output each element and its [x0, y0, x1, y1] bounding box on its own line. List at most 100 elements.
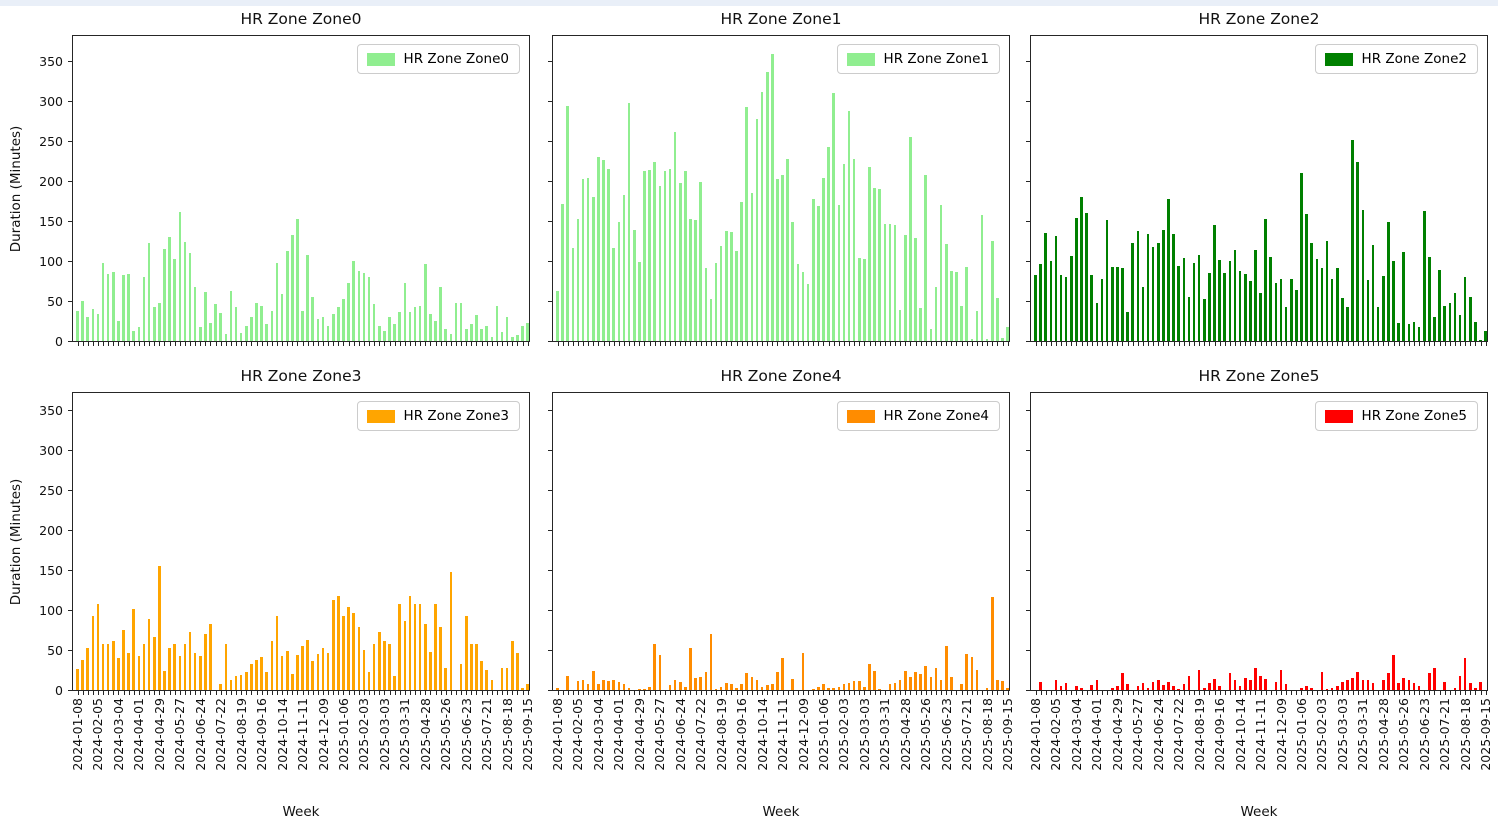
- bar-week-77: [470, 324, 473, 341]
- x-tick-label: 2025-01-06: [815, 698, 831, 771]
- bar-week-53: [827, 688, 830, 690]
- x-tick-mark: [1112, 691, 1114, 695]
- bar-week-58: [372, 643, 376, 690]
- x-tick-mark: [1076, 691, 1078, 695]
- bar-week-67: [418, 603, 422, 690]
- x-tick-label: 2024-01-08: [1028, 698, 1043, 771]
- bar-week-15: [152, 637, 156, 690]
- x-tick-mark: [772, 342, 774, 346]
- bar-week-54: [352, 613, 355, 690]
- bar-week-30: [709, 634, 713, 690]
- bar-week-66: [893, 225, 897, 341]
- bar-week-10: [127, 653, 130, 690]
- bar-week-70: [914, 672, 917, 690]
- x-tick-label: 2025-05-26: [438, 698, 454, 771]
- x-tick-mark: [527, 691, 529, 695]
- x-tick-mark: [705, 342, 707, 346]
- bar-week-62: [393, 324, 396, 341]
- legend-label-zone5: HR Zone Zone5: [1361, 408, 1467, 424]
- x-tick-mark: [195, 691, 197, 695]
- bar-week-82: [1453, 293, 1457, 341]
- bar-week-21: [1141, 287, 1145, 341]
- bar-week-17: [643, 171, 646, 341]
- bar-week-45: [1264, 218, 1267, 341]
- x-tick-mark: [496, 342, 498, 346]
- panel-zone5: HR Zone Zone5 HR Zone Zone5 Week 2024-01…: [1026, 367, 1493, 820]
- x-tick-label: 2025-03-31: [877, 698, 893, 771]
- x-tick-label: 2024-05-27: [1130, 698, 1146, 771]
- x-tick-mark: [889, 691, 891, 695]
- x-tick-mark: [1158, 691, 1160, 695]
- bar-week-32: [239, 333, 243, 341]
- x-tick-mark: [1475, 342, 1477, 346]
- bar-week-47: [316, 654, 320, 690]
- bar-week-64: [883, 224, 887, 341]
- bar-week-22: [188, 253, 192, 341]
- bar-week-56: [842, 164, 846, 341]
- bar-week-61: [388, 317, 391, 341]
- bar-week-9: [602, 160, 605, 341]
- x-tick-mark: [200, 342, 202, 346]
- x-tick-mark: [1214, 342, 1216, 346]
- bar-week-60: [863, 686, 866, 690]
- x-tick-mark: [266, 691, 268, 695]
- y-tick-mark: [548, 449, 552, 451]
- bar-week-84: [505, 317, 509, 341]
- bar-week-55: [837, 205, 841, 341]
- bar-week-80: [485, 670, 488, 690]
- x-tick-mark: [705, 691, 707, 695]
- x-tick-mark: [363, 342, 365, 346]
- x-tick-mark: [374, 342, 376, 346]
- bar-week-58: [852, 158, 856, 341]
- bar-week-62: [873, 188, 876, 341]
- x-tick-mark: [1142, 691, 1144, 695]
- bar-week-19: [1131, 242, 1134, 341]
- x-tick-mark: [1419, 691, 1421, 695]
- x-tick-mark: [1229, 691, 1231, 695]
- bar-week-28: [219, 683, 222, 690]
- bar-week-55: [357, 626, 361, 690]
- x-tick-mark: [997, 691, 999, 695]
- bar-week-56: [362, 273, 366, 341]
- bar-week-59: [377, 631, 381, 690]
- x-tick-mark: [936, 342, 937, 346]
- x-tick-mark: [1367, 691, 1369, 695]
- bar-week-86: [1474, 687, 1477, 690]
- bar-week-58: [1330, 687, 1334, 690]
- x-tick-mark: [956, 691, 958, 695]
- x-tick-mark: [92, 691, 94, 695]
- x-tick-mark: [557, 691, 559, 695]
- bar-week-14: [1105, 220, 1109, 341]
- x-tick-mark: [450, 691, 452, 695]
- bar-week-65: [1366, 680, 1370, 690]
- bar-week-1: [561, 204, 564, 341]
- x-tick-mark: [843, 342, 845, 346]
- y-tick-mark: [548, 529, 552, 531]
- x-tick-mark: [1465, 342, 1467, 346]
- bar-week-24: [1156, 680, 1160, 690]
- x-tick-mark: [1209, 342, 1211, 346]
- x-tick-mark: [618, 342, 620, 346]
- x-tick-mark: [1035, 342, 1037, 346]
- x-tick-mark: [583, 691, 585, 695]
- x-tick-label: 2024-04-01: [1089, 698, 1105, 771]
- x-tick-mark: [1408, 691, 1410, 695]
- x-tick-mark: [1168, 342, 1170, 346]
- y-tick-mark: [68, 60, 72, 62]
- x-tick-mark: [1224, 342, 1226, 346]
- x-tick-mark: [951, 691, 953, 695]
- x-tick-label: 2024-02-05: [1048, 698, 1064, 771]
- bar-week-67: [898, 680, 902, 690]
- x-tick-mark: [220, 342, 222, 346]
- bar-week-22: [668, 685, 672, 690]
- y-tick-label: 100: [39, 603, 63, 618]
- x-tick-mark: [572, 342, 574, 346]
- bar-week-69: [429, 313, 432, 341]
- bar-week-9: [122, 630, 125, 690]
- x-tick-label: 2024-10-14: [1232, 698, 1248, 771]
- x-tick-mark: [1255, 691, 1257, 695]
- x-tick-mark: [613, 342, 615, 346]
- x-tick-mark: [261, 691, 263, 695]
- x-tick-mark: [1480, 342, 1482, 346]
- bar-week-26: [1167, 198, 1170, 341]
